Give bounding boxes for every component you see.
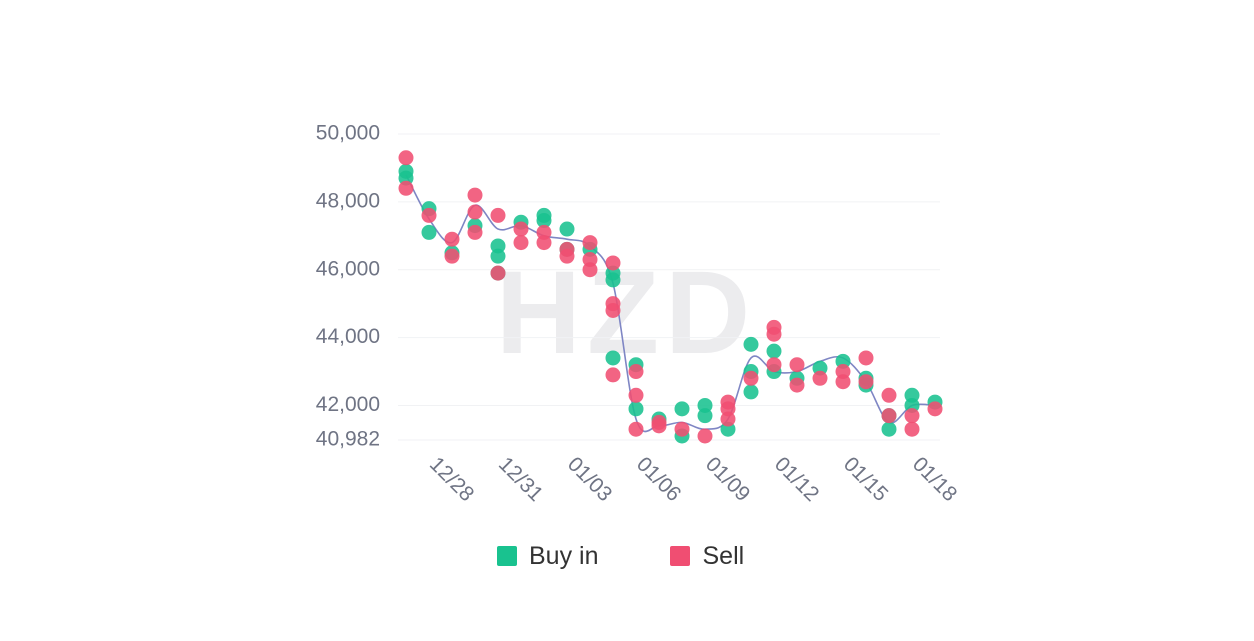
sell-point [398,180,414,196]
sell-point [605,367,621,383]
sell-point [881,387,897,403]
sell-point [490,265,506,281]
legend-label-sell: Sell [702,541,745,570]
y-tick-label: 44,000 [316,325,380,348]
sell-point [628,421,644,437]
buy-in-point [743,384,759,400]
x-tick-label: 12/28 [425,453,478,506]
x-tick-label: 01/06 [632,453,685,506]
sell-point [467,224,483,240]
buy-in-point [743,336,759,352]
sell-point [789,377,805,393]
sell-point [697,428,713,444]
legend-label-buy-in: Buy in [529,541,599,570]
sell-point [467,187,483,203]
buy-in-point [559,221,575,237]
sell-point [628,364,644,380]
buy-in-point [697,408,713,424]
watermark-text: HZD [496,247,757,379]
x-tick-label: 01/15 [839,453,892,506]
legend-item-buy-in[interactable]: Buy in [497,542,598,571]
sell-point [789,357,805,373]
y-tick-label: 50,000 [316,122,380,145]
legend: Buy in Sell [497,540,744,572]
sell-point [513,221,529,237]
sell-point [513,235,529,251]
sell-point [927,401,943,417]
sell-point [835,374,851,390]
buy-in-point [536,213,552,229]
sell-point [766,357,782,373]
sell-point [812,370,828,386]
sell-point [858,350,874,366]
sell-point [582,235,598,251]
buy-in-point [628,401,644,417]
buy-in-point [490,248,506,264]
sell-point [605,255,621,271]
x-tick-label: 01/18 [908,453,961,506]
buy-in-point [674,401,690,417]
sell-point [398,150,414,166]
y-tick-label: 46,000 [316,257,380,280]
sell-point [881,408,897,424]
y-tick-label: 40,982 [316,428,380,451]
y-tick-label: 48,000 [316,189,380,212]
x-tick-label: 12/31 [494,453,547,506]
buy-in-point [766,343,782,359]
sell-point [582,262,598,278]
sell-point [904,421,920,437]
x-tick-label: 01/12 [770,453,823,506]
sell-point [605,302,621,318]
sell-point [536,235,552,251]
sell-point [444,248,460,264]
buy-in-point [605,350,621,366]
sell-point [444,231,460,247]
legend-swatch-buy-in [497,546,517,566]
sell-point [628,387,644,403]
legend-item-sell[interactable]: Sell [670,542,744,571]
x-tick-label: 01/03 [563,453,616,506]
sell-point [651,418,667,434]
sell-point [674,421,690,437]
y-tick-label: 42,000 [316,393,380,416]
sell-point [559,248,575,264]
sell-point [490,207,506,223]
sell-point [467,204,483,220]
sell-point [858,374,874,390]
buy-in-point [881,421,897,437]
sell-point [720,411,736,427]
legend-swatch-sell [670,546,691,566]
sell-point [766,326,782,342]
sell-point [904,408,920,424]
buy-in-point [605,272,621,288]
sell-point [743,370,759,386]
sell-point [421,207,437,223]
x-tick-label: 01/09 [701,453,754,506]
buy-in-point [421,224,437,240]
